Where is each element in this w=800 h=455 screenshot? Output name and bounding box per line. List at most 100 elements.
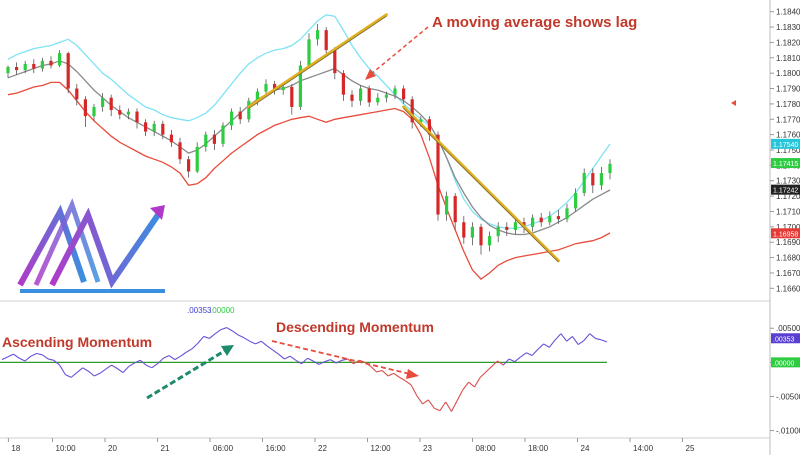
- momentum-segment: [47, 358, 54, 361]
- candle-body: [436, 134, 440, 215]
- momentum-segment: [191, 342, 199, 350]
- candle-body: [479, 226, 483, 246]
- momentum-segment: [456, 389, 464, 401]
- momentum-segment: [359, 359, 366, 363]
- momentum-segment: [42, 354, 49, 360]
- candle-body: [152, 123, 156, 132]
- x-tick-label: 23: [423, 444, 432, 453]
- momentum-segment: [450, 400, 458, 412]
- candle-body: [367, 88, 371, 103]
- momentum-segment: [93, 372, 101, 377]
- momentum-segment: [502, 358, 510, 366]
- price-tags: 1.17540 1.17415 1.17242 1.16958: [771, 138, 800, 239]
- momentum-segment: [128, 362, 135, 367]
- price-tick-label: 1.17800: [776, 100, 800, 109]
- momentum-segment: [330, 359, 337, 364]
- momentum-segment: [566, 336, 573, 342]
- candle-body: [350, 94, 354, 101]
- momentum-segment: [88, 370, 95, 377]
- x-tick-label: 16:00: [266, 444, 287, 453]
- candle-body: [187, 159, 191, 172]
- candle-body: [178, 142, 182, 160]
- candle-body: [161, 123, 165, 135]
- candle-body: [144, 122, 148, 132]
- price-tick-label: 1.17700: [776, 115, 800, 124]
- momentum-segment: [19, 357, 26, 362]
- momentum-segment: [226, 327, 233, 332]
- candle-body: [92, 106, 96, 117]
- momentum-segment: [335, 359, 343, 364]
- candle-body: [410, 99, 414, 123]
- momentum-segment: [370, 366, 377, 373]
- momentum-segment: [410, 384, 418, 397]
- candle-body: [264, 83, 268, 92]
- momentum-segment: [13, 353, 20, 359]
- momentum-segment: [537, 343, 544, 350]
- price-candles: [6, 23, 612, 255]
- momentum-header-value: .00353: [187, 306, 212, 315]
- candle-body: [402, 88, 406, 100]
- candle-body: [101, 97, 105, 107]
- momentum-segment: [577, 340, 585, 346]
- momentum-segment: [531, 349, 539, 356]
- candle-body: [591, 173, 595, 186]
- candle-body: [221, 125, 225, 144]
- momentum-segment: [7, 353, 14, 358]
- candle-body: [6, 67, 10, 74]
- momentum-segment: [134, 359, 141, 364]
- momentum-segment: [318, 361, 325, 365]
- price-tick-label: 1.17200: [776, 192, 800, 201]
- momentum-tick-label: -.00500: [776, 392, 800, 401]
- candle-body: [15, 67, 19, 71]
- x-tick-label: 08:00: [476, 444, 497, 453]
- momentum-segment: [111, 364, 118, 369]
- price-tag: [771, 138, 800, 149]
- momentum-segment: [139, 359, 147, 366]
- price-tag: [771, 228, 800, 239]
- trendline-1: [247, 13, 388, 109]
- candle-body: [496, 226, 500, 237]
- momentum-segment: [116, 368, 124, 374]
- price-tick-label: 1.16900: [776, 238, 800, 247]
- candle-body: [247, 100, 251, 120]
- momentum-segment: [243, 337, 251, 342]
- candle-body: [608, 163, 612, 174]
- momentum-segment: [324, 359, 331, 363]
- price-tag-label: 1.16958: [773, 231, 798, 238]
- momentum-segment: [220, 327, 227, 331]
- momentum-segment: [255, 340, 262, 345]
- candle-body: [75, 88, 79, 100]
- momentum-segment: [59, 364, 66, 375]
- momentum-segment: [266, 345, 274, 351]
- momentum-segment: [439, 401, 447, 412]
- candle-body: [445, 196, 449, 215]
- momentum-segment: [214, 329, 222, 335]
- candle-body: [539, 217, 543, 223]
- momentum-segment: [445, 401, 452, 412]
- momentum-segment: [30, 352, 37, 357]
- price-tick-label: 1.18200: [776, 38, 800, 47]
- candle-body: [195, 146, 199, 172]
- price-tag: [771, 158, 800, 169]
- price-tick-label: 1.16600: [776, 284, 800, 293]
- momentum-segment: [157, 357, 164, 365]
- x-tick-label: 22: [318, 444, 327, 453]
- candle-body: [565, 208, 569, 220]
- descending-arrow: [271, 340, 419, 379]
- momentum-segment: [583, 333, 591, 341]
- momentum-segment: [462, 381, 470, 390]
- price-bands: [7, 14, 611, 280]
- x-axis: 18 10:00 20 21 06:00 16:00 22 12:00 23 08:00 18:00…: [7, 438, 695, 453]
- price-trendlines: [247, 13, 560, 263]
- annotation-descending: Descending Momentum: [276, 319, 434, 335]
- price-tick-label: 1.16800: [776, 254, 800, 263]
- candle-body: [376, 97, 380, 103]
- momentum-segment: [491, 360, 498, 367]
- momentum-segment: [151, 363, 158, 369]
- candle-body: [531, 217, 535, 227]
- candle-body: [548, 216, 552, 223]
- momentum-segment: [376, 370, 383, 373]
- momentum-segment: [433, 407, 441, 412]
- candle-body: [298, 65, 302, 107]
